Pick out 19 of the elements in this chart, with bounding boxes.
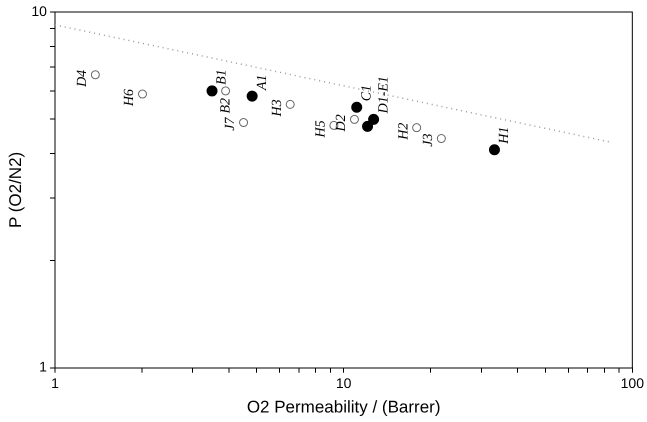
- annotation: D1-E1: [376, 76, 392, 114]
- annotation: A1: [254, 74, 270, 92]
- annotation: J3: [421, 134, 436, 147]
- annotation: B2: [218, 98, 234, 114]
- annotation: D2: [334, 114, 350, 133]
- annotation: H6: [122, 89, 138, 108]
- annotation: H5: [314, 120, 329, 139]
- y-axis-title: P (O2/N2): [6, 152, 25, 228]
- annotation: H3: [270, 99, 285, 118]
- x-tick-label: 10: [336, 375, 352, 392]
- annotation: D4: [75, 70, 90, 88]
- annotation: H2: [396, 122, 412, 141]
- annotation: C1: [359, 84, 374, 102]
- x-axis-title: O2 Permeability / (Barrer): [246, 397, 440, 416]
- x-tick-label: 1: [51, 375, 60, 392]
- x-tick-label: 100: [620, 375, 644, 392]
- annotation: B1: [214, 69, 230, 85]
- annotation: H1: [497, 126, 512, 145]
- annotation: J7: [223, 116, 238, 131]
